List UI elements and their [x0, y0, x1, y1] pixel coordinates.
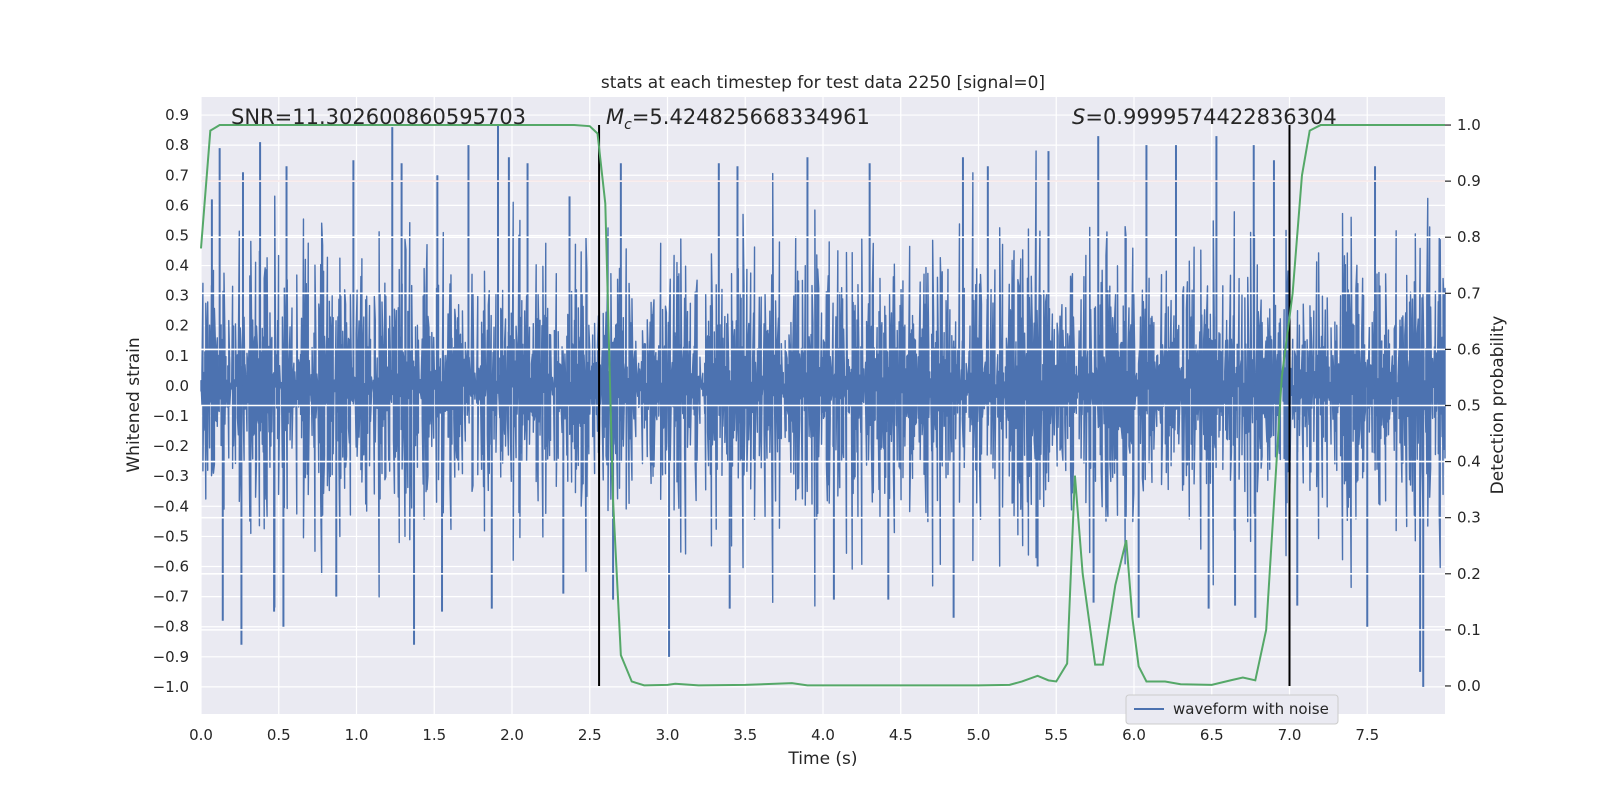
y-left-tick-label: −0.3 — [153, 467, 189, 485]
y-right-tick-label: 0.7 — [1457, 284, 1481, 302]
y-right-tick-label: 0.8 — [1457, 228, 1481, 246]
y-right-tick-label: 1.0 — [1457, 116, 1481, 134]
y-axis-right-ticks: 1.0 0.9 0.8 0.7 0.6 0.5 0.4 0.3 0.2 0.1 0.0 — [1445, 116, 1481, 695]
y-left-tick-label: −0.5 — [153, 527, 189, 545]
x-tick-label: 1.5 — [422, 726, 446, 744]
y-left-tick-label: 0.2 — [165, 317, 189, 335]
x-axis-title: Time (s) — [787, 749, 857, 769]
x-tick-label: 3.5 — [733, 726, 757, 744]
x-tick-label: 2.5 — [578, 726, 602, 744]
x-tick-label: 6.5 — [1200, 726, 1224, 744]
x-tick-label: 2.0 — [500, 726, 524, 744]
legend-entry-waveform: waveform with noise — [1173, 700, 1329, 718]
y-left-tick-label: 0.7 — [165, 166, 189, 184]
y-left-tick-label: −0.6 — [153, 558, 189, 576]
vertical-markers — [598, 125, 1291, 686]
y-right-tick-label: 0.1 — [1457, 621, 1481, 639]
y-right-tick-label: 0.0 — [1457, 677, 1481, 695]
waveform-noise-trace — [200, 150, 1446, 608]
y-right-tick-label: 0.5 — [1457, 397, 1481, 415]
x-tick-label: 3.0 — [656, 726, 680, 744]
y-right-tick-label: 0.2 — [1457, 565, 1481, 583]
x-tick-label: 7.0 — [1278, 726, 1302, 744]
y-left-tick-label: −0.9 — [153, 648, 189, 666]
legend-box — [1125, 694, 1339, 725]
y-left-tick-label: −1.0 — [153, 678, 189, 696]
chirp-mass-annotation: Mc=5.424825668334961 — [606, 105, 870, 133]
y-right-tick-label: 0.9 — [1457, 172, 1481, 190]
y-right-tick-label: 0.6 — [1457, 340, 1481, 358]
x-tick-label: 0.0 — [189, 726, 213, 744]
y-left-tick-label: 0.0 — [165, 377, 189, 395]
x-tick-label: 4.0 — [811, 726, 835, 744]
y-left-tick-label: −0.7 — [153, 588, 189, 606]
x-tick-label: 6.0 — [1122, 726, 1146, 744]
y-left-tick-label: 0.5 — [165, 226, 189, 244]
y-left-tick-label: −0.8 — [153, 618, 189, 636]
y-left-tick-label: 0.9 — [165, 106, 189, 124]
y-axis-left-title: Whitened strain — [124, 337, 144, 472]
y-left-tick-label: 0.4 — [165, 257, 189, 275]
y-left-tick-label: 0.3 — [165, 287, 189, 305]
chart-title: stats at each timestep for test data 225… — [601, 73, 1045, 93]
detection-probability-line — [200, 124, 1445, 687]
score-annotation: S=0.9999574422836304 — [1072, 105, 1337, 129]
x-tick-label: 0.5 — [267, 726, 291, 744]
x-tick-label: 5.0 — [967, 726, 991, 744]
y-left-tick-label: 0.1 — [165, 347, 189, 365]
x-tick-label: 7.5 — [1355, 726, 1379, 744]
x-axis-ticks: 0.0 0.5 1.0 1.5 2.0 2.5 3.0 3.5 4.0 4.5 5.0 5.5 6.0 6… — [189, 726, 1379, 744]
y-left-tick-label: −0.1 — [153, 407, 189, 425]
y-left-tick-label: 0.6 — [165, 196, 189, 214]
x-tick-label: 4.5 — [889, 726, 913, 744]
legend: waveform with noise — [1125, 694, 1339, 725]
y-left-tick-label: −0.2 — [153, 437, 189, 455]
x-tick-label: 1.0 — [345, 726, 369, 744]
y-axis-right-title: Detection probability — [1488, 316, 1508, 495]
y-left-tick-label: 0.8 — [165, 136, 189, 154]
y-right-tick-label: 0.4 — [1457, 453, 1481, 471]
y-left-tick-label: −0.4 — [153, 497, 189, 515]
right-axis-gridlines — [201, 180, 1445, 631]
y-right-tick-label: 0.3 — [1457, 509, 1481, 527]
y-axis-left-ticks: 0.9 0.8 0.7 0.6 0.5 0.4 0.3 0.2 0.1 0.0 −0.1 −0.2 −0… — [153, 106, 189, 696]
x-tick-label: 5.5 — [1044, 726, 1068, 744]
snr-annotation: SNR=11.302600860595703 — [231, 105, 526, 129]
